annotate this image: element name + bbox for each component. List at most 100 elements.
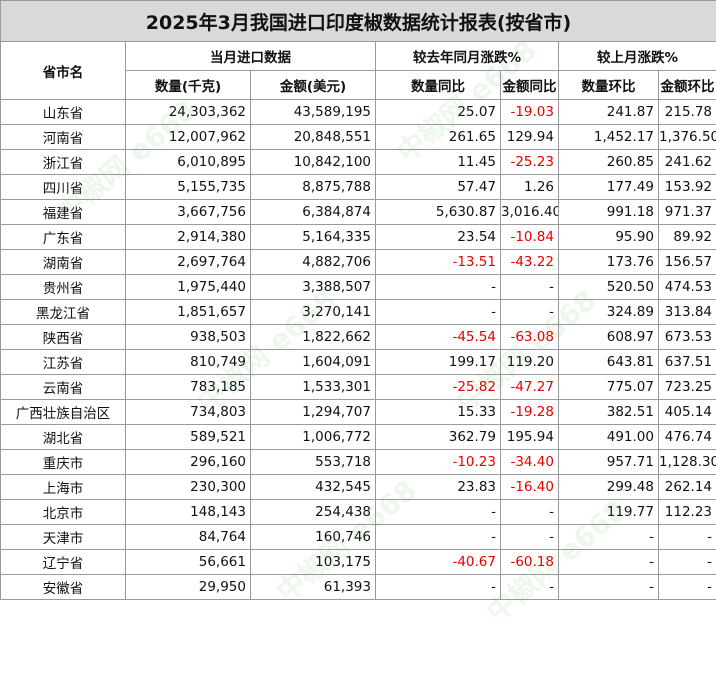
qty-yoy-cell: -10.23 <box>375 449 501 475</box>
table-row: 安徽省 29,950 61,393- - - - <box>0 574 716 600</box>
amt-yoy-cell: - <box>500 499 559 525</box>
amt-yoy-cell: -10.84 <box>500 224 559 250</box>
qty-cell: 938,503 <box>125 324 251 350</box>
qty-cell: 29,950 <box>125 574 251 600</box>
amount-cell: 553,718 <box>250 449 376 475</box>
qty-cell: 3,667,756 <box>125 199 251 225</box>
qty-mom-header: 数量环比 <box>558 70 659 100</box>
province-cell: 浙江省 <box>0 149 126 175</box>
amt-mom-cell: 313.84 <box>657 299 716 325</box>
amt-mom-cell: - <box>657 524 716 550</box>
table-row: 贵州省 1,975,440 3,388,507- -520.50 474.53 <box>0 274 716 300</box>
qty-yoy-cell: 57.47 <box>375 174 501 200</box>
amt-yoy-cell: -25.23 <box>500 149 559 175</box>
amt-yoy-cell: - <box>500 524 559 550</box>
amt-mom-cell: 89.92 <box>657 224 716 250</box>
amount-cell: 20,848,551 <box>250 124 376 150</box>
qty-cell: 810,749 <box>125 349 251 375</box>
qty-yoy-cell: -25.82 <box>375 374 501 400</box>
qty-mom-cell: 324.89 <box>558 299 659 325</box>
table-row: 浙江省 6,010,895 10,842,100 11.45 -25.23 260.85 2… <box>0 149 716 175</box>
qty-yoy-cell: 25.07 <box>375 99 501 125</box>
table-row: 辽宁省 56,661 103,175 -40.67 -60.18- - <box>0 549 716 575</box>
amt-mom-cell: 215.78 <box>657 99 716 125</box>
province-cell: 上海市 <box>0 474 126 500</box>
table-row: 河南省 12,007,962 20,848,551 261.65 129.94 1,452… <box>0 124 716 150</box>
province-cell: 重庆市 <box>0 449 126 475</box>
amount-cell: 4,882,706 <box>250 249 376 275</box>
amt-mom-cell: - <box>657 549 716 575</box>
amt-yoy-cell: -43.22 <box>500 249 559 275</box>
qty-cell: 56,661 <box>125 549 251 575</box>
amt-mom-cell: 673.53 <box>657 324 716 350</box>
province-cell: 广西壮族自治区 <box>0 399 126 425</box>
amt-mom-cell: 241.62 <box>657 149 716 175</box>
qty-mom-cell: 95.90 <box>558 224 659 250</box>
province-cell: 陕西省 <box>0 324 126 350</box>
amt-yoy-header: 金额同比 <box>500 70 559 100</box>
qty-yoy-cell: 11.45 <box>375 149 501 175</box>
province-cell: 云南省 <box>0 374 126 400</box>
amount-cell: 6,384,874 <box>250 199 376 225</box>
qty-cell: 24,303,362 <box>125 99 251 125</box>
amount-cell: 1,294,707 <box>250 399 376 425</box>
current-month-header: 当月进口数据 <box>125 41 376 71</box>
table-row: 广东省 2,914,380 5,164,335 23.54 -10.84 95.90 89.… <box>0 224 716 250</box>
amount-cell: 432,545 <box>250 474 376 500</box>
amt-yoy-cell: -16.40 <box>500 474 559 500</box>
table-row: 湖南省 2,697,764 4,882,706 -13.51 -43.22 173.76 1… <box>0 249 716 275</box>
amt-yoy-cell: -19.28 <box>500 399 559 425</box>
qty-cell: 84,764 <box>125 524 251 550</box>
qty-mom-cell: 382.51 <box>558 399 659 425</box>
amt-yoy-cell: - <box>500 574 559 600</box>
amount-cell: 43,589,195 <box>250 99 376 125</box>
province-cell: 福建省 <box>0 199 126 225</box>
amt-yoy-cell: 119.20 <box>500 349 559 375</box>
qty-mom-cell: 1,452.17 <box>558 124 659 150</box>
amount-cell: 61,393 <box>250 574 376 600</box>
amt-mom-cell: 476.74 <box>657 424 716 450</box>
qty-cell: 2,914,380 <box>125 224 251 250</box>
report-title: 2025年3月我国进口印度椒数据统计报表(按省市) <box>0 0 716 42</box>
qty-mom-cell: 520.50 <box>558 274 659 300</box>
table-row: 福建省 3,667,756 6,384,874 5,630.87 3,016.40 991… <box>0 199 716 225</box>
amt-yoy-cell: -34.40 <box>500 449 559 475</box>
province-cell: 江苏省 <box>0 349 126 375</box>
amount-cell: 254,438 <box>250 499 376 525</box>
qty-mom-cell: 299.48 <box>558 474 659 500</box>
qty-cell: 2,697,764 <box>125 249 251 275</box>
province-cell: 湖北省 <box>0 424 126 450</box>
amount-cell: 3,270,141 <box>250 299 376 325</box>
qty-cell: 1,975,440 <box>125 274 251 300</box>
qty-yoy-header: 数量同比 <box>375 70 501 100</box>
qty-cell: 783,185 <box>125 374 251 400</box>
qty-yoy-cell: -13.51 <box>375 249 501 275</box>
amt-mom-cell: 1,128.30 <box>657 449 716 475</box>
amount-cell: 10,842,100 <box>250 149 376 175</box>
qty-yoy-cell: 362.79 <box>375 424 501 450</box>
qty-mom-cell: 775.07 <box>558 374 659 400</box>
amt-mom-cell: 723.25 <box>657 374 716 400</box>
qty-yoy-cell: 23.54 <box>375 224 501 250</box>
qty-mom-cell: 491.00 <box>558 424 659 450</box>
province-cell: 天津市 <box>0 524 126 550</box>
qty-cell: 230,300 <box>125 474 251 500</box>
qty-mom-cell: - <box>558 524 659 550</box>
qty-mom-cell: 991.18 <box>558 199 659 225</box>
province-cell: 辽宁省 <box>0 549 126 575</box>
amt-yoy-cell: 195.94 <box>500 424 559 450</box>
amt-yoy-cell: -19.03 <box>500 99 559 125</box>
qty-yoy-cell: 15.33 <box>375 399 501 425</box>
amount-cell: 160,746 <box>250 524 376 550</box>
amt-mom-header: 金额环比 <box>657 70 716 100</box>
qty-mom-cell: - <box>558 574 659 600</box>
amt-mom-cell: 1,376.50 <box>657 124 716 150</box>
qty-mom-cell: 260.85 <box>558 149 659 175</box>
province-cell: 广东省 <box>0 224 126 250</box>
qty-cell: 12,007,962 <box>125 124 251 150</box>
amount-cell: 1,533,301 <box>250 374 376 400</box>
qty-yoy-cell: - <box>375 274 501 300</box>
table-row: 江苏省 810,749 1,604,091 199.17 119.20 643.81 637… <box>0 349 716 375</box>
amt-yoy-cell: - <box>500 274 559 300</box>
